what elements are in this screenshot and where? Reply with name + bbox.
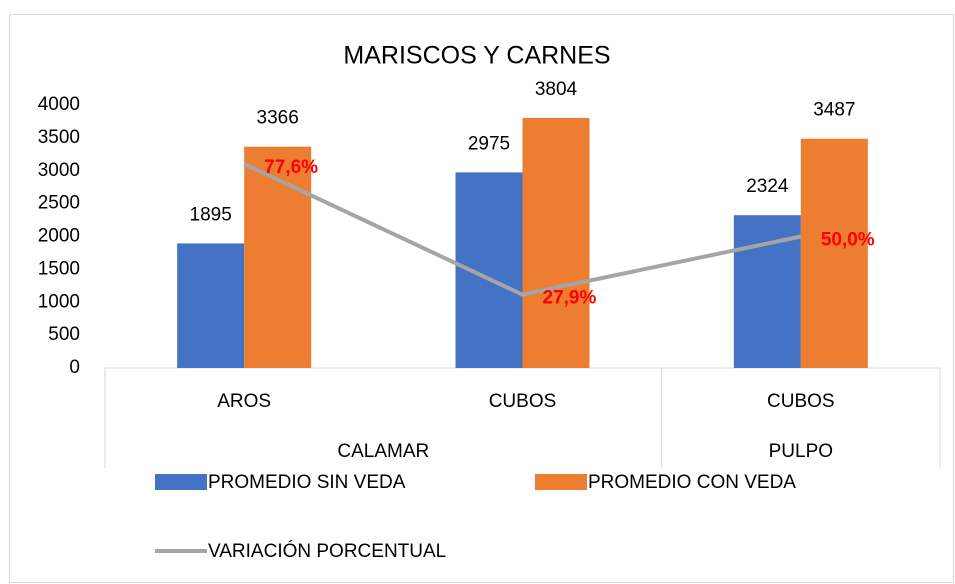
y-tick-label: 1000 [38,291,80,312]
y-tick-label: 2000 [38,226,80,247]
line [243,162,802,297]
legend-swatch [155,474,207,490]
bar [522,117,590,369]
y-tick-label: 3000 [38,160,80,181]
chart-title: MARISCOS Y CARNES [343,42,610,70]
data-label: 1895 [190,204,232,225]
y-tick-label: 2500 [38,193,80,214]
group-label: CALAMAR [337,441,429,462]
data-label: 2324 [746,176,789,197]
data-label: 3366 [257,108,299,129]
legend-swatch [535,474,587,490]
data-label: 2975 [468,133,510,154]
x-tick-label: CUBOS [767,391,835,412]
y-tick-label: 500 [48,324,80,345]
data-label: 3487 [813,100,855,121]
data-label: 27,9% [543,288,597,309]
bar [800,138,868,368]
data-label: 77,6% [264,157,318,178]
y-tick-label: 4000 [38,94,80,115]
y-tick-label: 0 [69,357,80,378]
data-label: 3804 [535,79,578,100]
legend-label: PROMEDIO SIN VEDA [208,472,406,493]
x-tick-label: CUBOS [489,391,557,412]
x-tick-label: AROS [217,391,271,412]
bar [455,172,523,368]
data-label: 50,0% [821,230,875,251]
y-tick-label: 1500 [38,258,80,279]
legend-label: PROMEDIO CON VEDA [588,472,796,493]
y-tick-label: 3500 [38,127,80,148]
group-label: PULPO [769,441,833,462]
legend-label: VARIACIÓN PORCENTUAL [208,540,446,562]
bar [244,146,312,368]
bar [177,243,245,368]
